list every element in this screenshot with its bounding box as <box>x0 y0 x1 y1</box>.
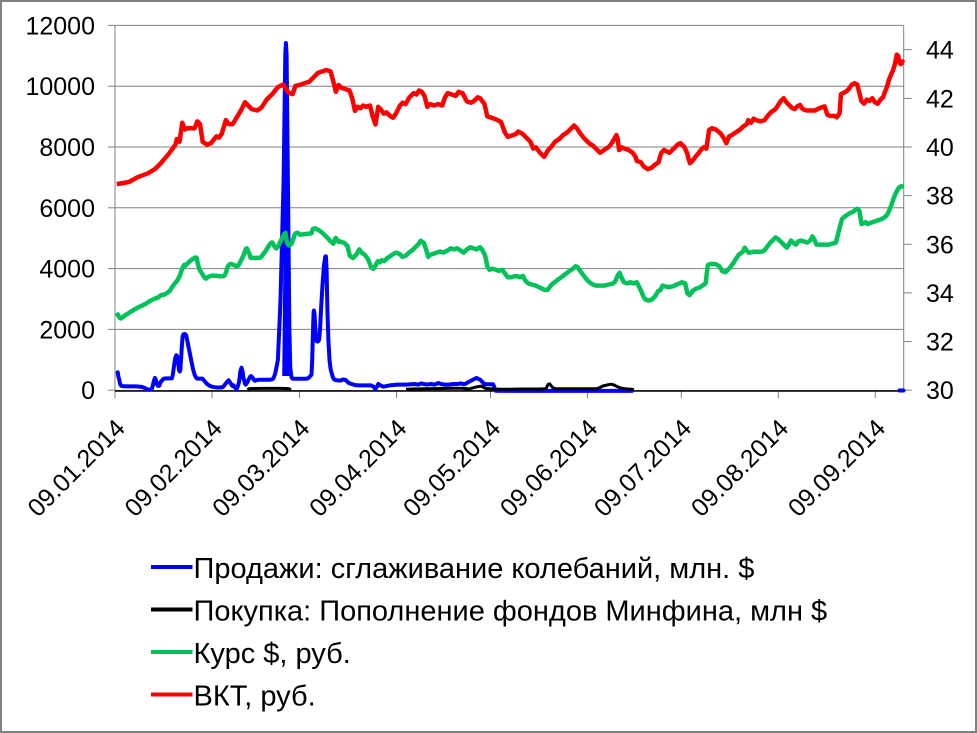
svg-text:36: 36 <box>926 231 954 259</box>
svg-text:30: 30 <box>926 377 954 405</box>
svg-text:ВКТ, руб.: ВКТ, руб. <box>194 681 316 713</box>
svg-text:44: 44 <box>926 37 954 65</box>
svg-text:38: 38 <box>926 183 954 211</box>
svg-text:42: 42 <box>926 85 954 113</box>
svg-text:Продажи: сглаживание колебаний: Продажи: сглаживание колебаний, млн. $ <box>194 553 755 585</box>
svg-text:12000: 12000 <box>25 12 95 40</box>
svg-text:4000: 4000 <box>39 256 95 284</box>
svg-text:0: 0 <box>81 377 95 405</box>
svg-text:40: 40 <box>926 134 954 162</box>
svg-text:Курс $, руб.: Курс $, руб. <box>194 638 351 670</box>
svg-text:8000: 8000 <box>39 134 95 162</box>
svg-text:Покупка: Пополнение фондов Мин: Покупка: Пополнение фондов Минфина, млн … <box>194 596 828 628</box>
svg-text:6000: 6000 <box>39 195 95 223</box>
svg-text:32: 32 <box>926 329 954 357</box>
svg-text:34: 34 <box>926 280 954 308</box>
svg-text:10000: 10000 <box>25 73 95 101</box>
svg-text:2000: 2000 <box>39 316 95 344</box>
